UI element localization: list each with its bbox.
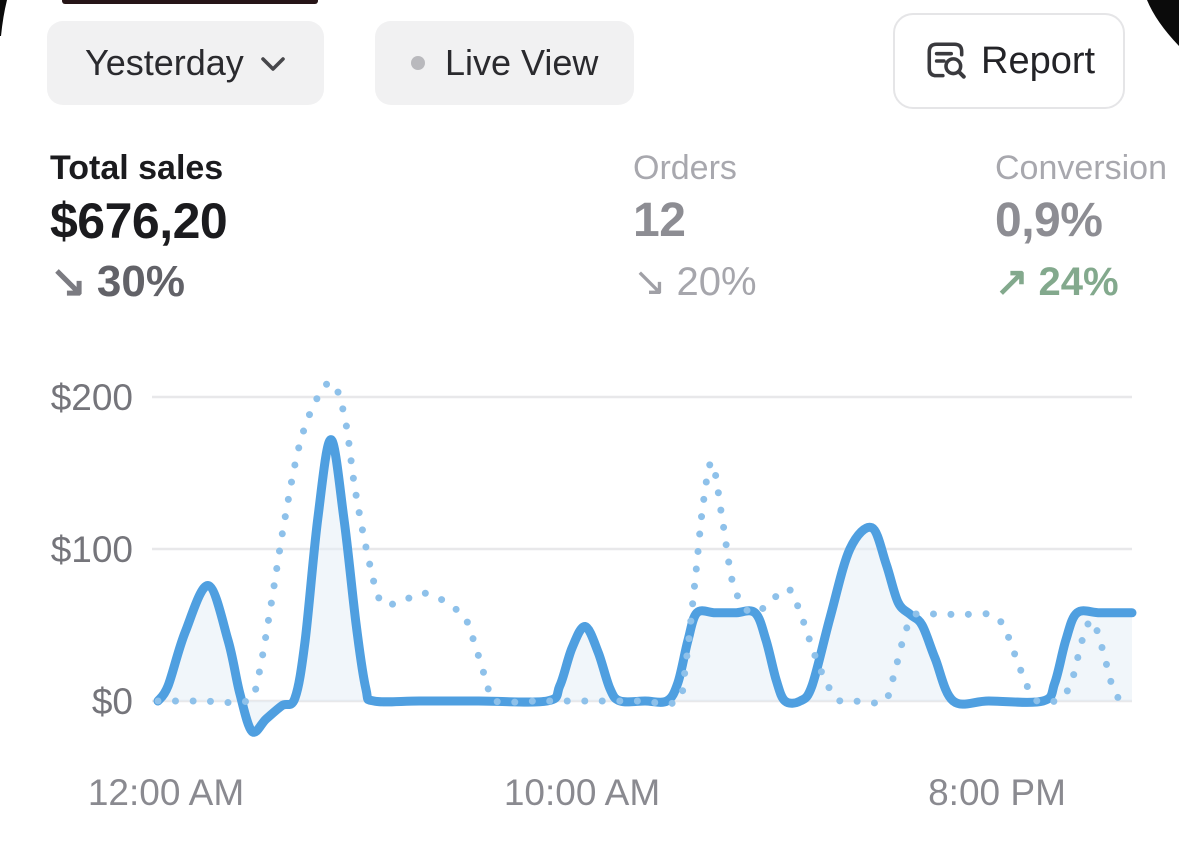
series-line-comparison[interactable] — [154, 378, 1124, 708]
y-axis-tick-100: $100 — [50, 529, 133, 570]
conversion-label: Conversion — [995, 149, 1167, 187]
orders-value: 12 — [633, 194, 686, 247]
total-sales-delta-value: 30% — [96, 257, 185, 306]
chart-plot-area[interactable] — [0, 370, 1179, 830]
total-sales-delta: ↘ 30% — [50, 258, 227, 306]
crop-artifact-corner-right — [1147, 0, 1179, 46]
report-label: Report — [981, 39, 1096, 82]
trend-down-icon: ↘ — [50, 257, 87, 306]
conversion-delta: ↗ 24% — [995, 258, 1167, 306]
trend-up-icon: ↗ — [995, 260, 1029, 304]
conversion-delta-value: 24% — [1038, 260, 1119, 304]
chevron-down-icon — [260, 56, 285, 71]
metric-orders: Orders 12 ↘ 20% — [633, 148, 757, 306]
series-area-fill — [158, 439, 1132, 733]
trend-down-icon: ↘ — [633, 260, 667, 304]
x-axis-tick-10am: 10:00 AM — [503, 772, 661, 813]
crop-artifact-corner-left — [0, 0, 7, 36]
total-sales-value: $676,20 — [50, 193, 228, 249]
sales-chart[interactable]: $200 $100 $0 12:00 AM 10:00 AM 8:00 PM — [0, 370, 1179, 830]
x-axis-tick-8pm: 8:00 PM — [928, 772, 1066, 813]
y-axis-tick-0: $0 — [91, 681, 133, 722]
metric-conversion: Conversion 0,9% ↗ 24% — [995, 148, 1167, 306]
orders-delta-value: 20% — [676, 260, 757, 304]
total-sales-label: Total sales — [50, 149, 224, 187]
orders-label: Orders — [633, 149, 737, 187]
x-axis-tick-12am: 12:00 AM — [87, 772, 245, 813]
crop-artifact-top-strip — [62, 0, 318, 4]
metric-total-sales: Total sales $676,20 ↘ 30% — [50, 148, 228, 306]
live-view-label: Live View — [445, 42, 599, 83]
conversion-value: 0,9% — [995, 194, 1103, 247]
y-axis-tick-200: $200 — [50, 377, 133, 418]
date-range-button[interactable]: Yesterday — [47, 21, 324, 105]
live-view-button[interactable]: Live View — [375, 21, 635, 105]
report-button[interactable]: Report — [893, 13, 1126, 109]
report-search-icon — [927, 42, 966, 79]
orders-delta: ↘ 20% — [633, 258, 757, 306]
date-range-label: Yesterday — [85, 42, 244, 83]
live-status-dot-icon — [411, 56, 425, 70]
